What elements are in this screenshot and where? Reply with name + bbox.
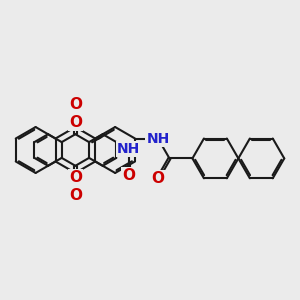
Text: NH: NH [146, 131, 170, 146]
Text: NH: NH [117, 142, 140, 156]
Text: O: O [152, 171, 164, 186]
Text: O: O [69, 97, 82, 112]
Text: O: O [69, 115, 82, 130]
Text: O: O [122, 168, 135, 183]
Text: O: O [69, 188, 82, 203]
Text: O: O [69, 170, 82, 185]
